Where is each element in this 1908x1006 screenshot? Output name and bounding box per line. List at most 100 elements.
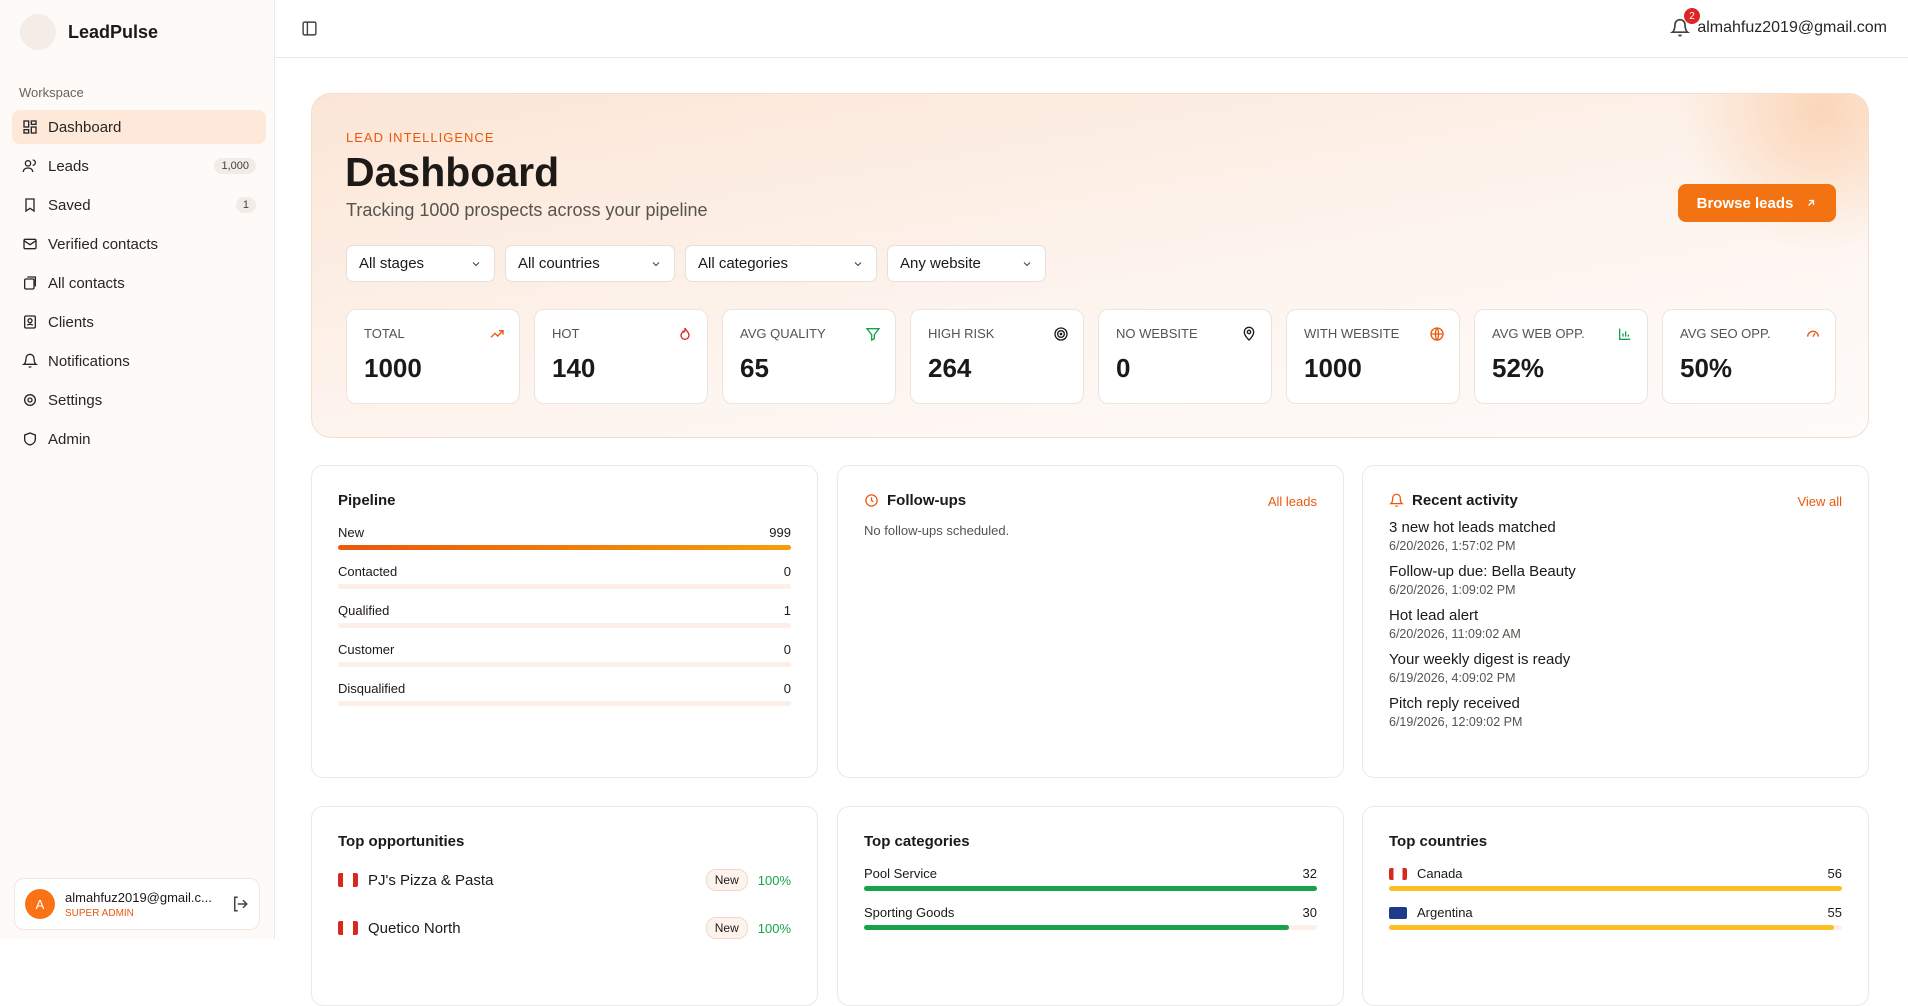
item-name: Canada bbox=[1417, 866, 1463, 881]
bar-fill bbox=[1389, 925, 1834, 930]
stage-badge: New bbox=[706, 869, 748, 891]
opportunity-name: Quetico North bbox=[368, 920, 461, 937]
sidebar-toggle[interactable] bbox=[301, 20, 318, 37]
filter[interactable]: Any website bbox=[887, 245, 1046, 282]
bar-label: Canada bbox=[1389, 866, 1463, 881]
item-name: New bbox=[338, 525, 364, 540]
bar-label: Pool Service bbox=[864, 866, 937, 881]
stat-value: 52% bbox=[1492, 353, 1630, 384]
stat-value: 50% bbox=[1680, 353, 1818, 384]
user-role: SUPER ADMIN bbox=[65, 908, 212, 919]
card-link[interactable]: View all bbox=[1797, 494, 1842, 509]
card-link[interactable]: All leads bbox=[1268, 494, 1317, 509]
item-name: Disqualified bbox=[338, 681, 405, 696]
nav-item[interactable]: All contacts bbox=[12, 266, 266, 300]
followups-card: Follow-ups All leads No follow-ups sched… bbox=[837, 465, 1344, 778]
score: 100% bbox=[758, 921, 791, 936]
item-count: 0 bbox=[784, 564, 791, 579]
bar-row: New 999 bbox=[338, 525, 791, 540]
opportunity-list: PJ's Pizza & Pasta New 100% Quetico North Ne… bbox=[338, 856, 791, 952]
filter-label: All countries bbox=[518, 255, 600, 272]
filter-label: All stages bbox=[359, 255, 424, 272]
browse-button[interactable]: Browse leads bbox=[1678, 184, 1836, 222]
item-count: 1 bbox=[784, 603, 791, 618]
activity-card: Recent activity View all 3 new hot leads… bbox=[1362, 465, 1869, 778]
card-title: Top categories bbox=[864, 833, 1317, 850]
opportunity[interactable]: Quetico North New 100% bbox=[338, 904, 791, 952]
page-title: Dashboard bbox=[345, 149, 559, 196]
bar-label: Disqualified bbox=[338, 681, 405, 696]
stat-label: NO WEBSITE bbox=[1116, 326, 1254, 341]
bar-track bbox=[1389, 886, 1842, 891]
filter[interactable]: All categories bbox=[685, 245, 877, 282]
nav-label: Notifications bbox=[48, 353, 130, 370]
flag bbox=[338, 921, 358, 935]
stat-value: 65 bbox=[740, 353, 878, 384]
brand: LeadPulse bbox=[20, 14, 158, 50]
activity-text: 3 new hot leads matched bbox=[1389, 519, 1842, 536]
bar-row: Pool Service 32 bbox=[864, 866, 1317, 881]
item-count: 999 bbox=[769, 525, 791, 540]
bar-track bbox=[338, 662, 791, 667]
bar-fill bbox=[338, 545, 791, 550]
bar-label: Qualified bbox=[338, 603, 389, 618]
bar-track bbox=[864, 925, 1317, 930]
nav-item[interactable]: Dashboard bbox=[12, 110, 266, 144]
filters: All stages All countries All categories Any… bbox=[346, 245, 1046, 282]
bar-label: Sporting Goods bbox=[864, 905, 954, 920]
nav-label: Verified contacts bbox=[48, 236, 158, 253]
card-title: Follow-ups bbox=[864, 492, 1317, 509]
filter-label: All categories bbox=[698, 255, 788, 272]
activity-time: 6/20/2026, 1:09:02 PM bbox=[1389, 583, 1842, 597]
item-count: 32 bbox=[1303, 866, 1317, 881]
nav-item[interactable]: Clients bbox=[12, 305, 266, 339]
stat-value: 1000 bbox=[364, 353, 502, 384]
nav-item[interactable]: Notifications bbox=[12, 344, 266, 378]
bar-fill bbox=[864, 886, 1317, 891]
logout[interactable] bbox=[231, 895, 249, 913]
filter-label: Any website bbox=[900, 255, 981, 272]
nav-item[interactable]: Admin bbox=[12, 422, 266, 456]
filter[interactable]: All countries bbox=[505, 245, 675, 282]
user-card: A almahfuz2019@gmail.c...SUPER ADMIN bbox=[14, 878, 260, 930]
nav-item[interactable]: Verified contacts bbox=[12, 227, 266, 261]
activity-time: 6/20/2026, 11:09:02 AM bbox=[1389, 627, 1842, 641]
bar-track bbox=[864, 886, 1317, 891]
item-count: 0 bbox=[784, 642, 791, 657]
bar-track bbox=[1389, 925, 1842, 930]
stage-badge: New bbox=[706, 917, 748, 939]
stat-label: AVG SEO OPP. bbox=[1680, 326, 1818, 341]
activity-text: Hot lead alert bbox=[1389, 607, 1842, 624]
nav-label: Dashboard bbox=[48, 119, 121, 136]
bar-track bbox=[338, 701, 791, 706]
stat-label: AVG WEB OPP. bbox=[1492, 326, 1630, 341]
filter[interactable]: All stages bbox=[346, 245, 495, 282]
avatar: A bbox=[25, 889, 55, 919]
hero: LEAD INTELLIGENCE Dashboard Tracking 100… bbox=[311, 93, 1869, 438]
stat-value: 264 bbox=[928, 353, 1066, 384]
activity-text: Pitch reply received bbox=[1389, 695, 1842, 712]
stat-card: AVG WEB OPP. 52% bbox=[1474, 309, 1648, 404]
stat-card: TOTAL 1000 bbox=[346, 309, 520, 404]
activity-text: Follow-up due: Bella Beauty bbox=[1389, 563, 1842, 580]
bar-label: New bbox=[338, 525, 364, 540]
opportunity-name: PJ's Pizza & Pasta bbox=[368, 872, 493, 889]
nav-item[interactable]: Settings bbox=[12, 383, 266, 417]
item-name: Sporting Goods bbox=[864, 905, 954, 920]
title-text: Follow-ups bbox=[887, 492, 966, 509]
stat-label: TOTAL bbox=[364, 326, 502, 341]
